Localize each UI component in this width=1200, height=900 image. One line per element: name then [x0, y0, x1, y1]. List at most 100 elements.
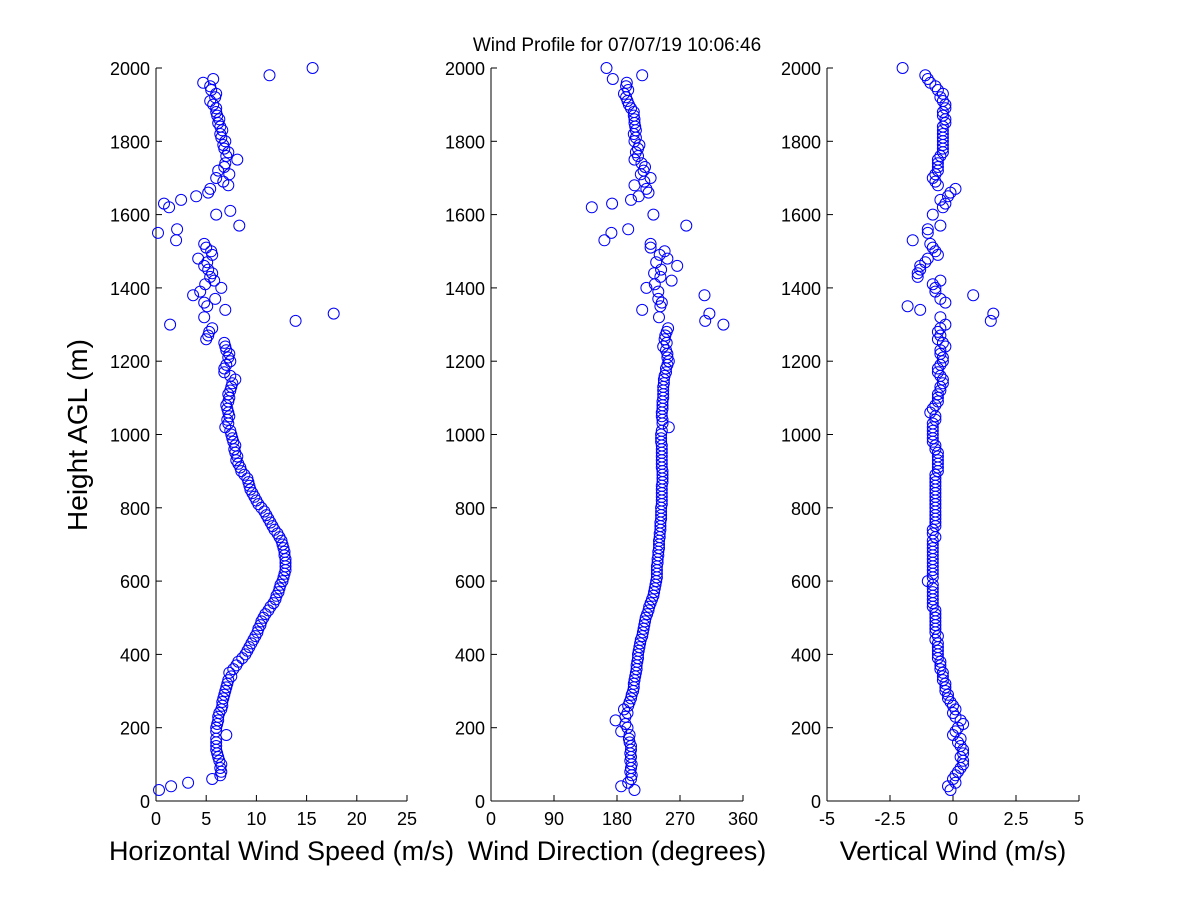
data-point: [936, 670, 949, 683]
data-point: [598, 234, 611, 247]
data-point: [226, 377, 239, 390]
data-point: [622, 223, 635, 236]
data-point: [987, 307, 1000, 320]
data-point: [942, 692, 954, 705]
data-point: [936, 95, 949, 107]
data-point: [628, 784, 641, 796]
data-point: [944, 696, 957, 708]
x-tick-label: 25: [397, 809, 417, 829]
data-point: [934, 329, 947, 342]
data-point: [218, 336, 231, 349]
y-tick-label: 2000: [110, 59, 150, 79]
data-point: [175, 193, 188, 206]
data-point: [921, 226, 934, 239]
data-point: [934, 274, 947, 287]
data-point: [210, 172, 223, 184]
data-point: [929, 608, 942, 621]
x-axis-label: Vertical Wind (m/s): [840, 836, 1067, 866]
data-point: [233, 219, 246, 232]
x-tick-label: 270: [665, 809, 695, 829]
data-point: [625, 692, 637, 705]
data-point: [949, 182, 962, 195]
data-point: [926, 586, 939, 599]
data-point: [207, 98, 220, 111]
figure-title: Wind Profile for 07/07/19 10:06:46: [473, 35, 761, 56]
y-tick-label: 400: [120, 645, 150, 665]
y-tick-label: 1800: [781, 132, 821, 152]
data-point: [606, 73, 619, 85]
data-point: [187, 289, 200, 302]
data-point: [605, 226, 618, 239]
data-point: [936, 201, 949, 214]
data-point: [929, 604, 942, 617]
data-point: [939, 117, 952, 129]
data-point: [936, 128, 949, 140]
y-tick-label: 800: [791, 499, 821, 519]
data-point: [703, 307, 716, 320]
panels: 0 5 10 15 20 25 0 200 400 600 800 1000 1200 1400 1600 1…: [109, 59, 1084, 866]
data-point: [660, 366, 672, 379]
data-point: [220, 358, 233, 371]
data-point: [219, 157, 232, 170]
data-point: [926, 278, 939, 291]
data-point: [931, 84, 944, 96]
data-point: [936, 355, 949, 368]
data-point: [934, 91, 947, 104]
data-point: [911, 267, 924, 280]
data-point: [263, 69, 276, 82]
y-tick-label: 800: [120, 499, 150, 519]
data-point: [926, 421, 939, 434]
data-point: [934, 663, 947, 676]
data-point: [640, 182, 653, 195]
y-tick-label: 1000: [110, 426, 150, 446]
data-point: [606, 197, 619, 210]
data-point: [658, 333, 671, 346]
y-tick-label: 200: [120, 719, 150, 739]
data-point: [921, 223, 934, 236]
data-point: [942, 190, 954, 203]
data-point: [921, 73, 934, 85]
data-point: [650, 256, 663, 269]
data-point: [936, 674, 949, 687]
data-point: [623, 736, 636, 749]
data-point: [638, 619, 651, 632]
data-point: [947, 707, 959, 719]
data-point: [931, 395, 944, 408]
data-point: [218, 366, 231, 379]
data-point: [954, 740, 967, 752]
data-point: [919, 256, 932, 269]
data-point: [957, 747, 970, 760]
data-point: [210, 208, 223, 221]
data-point: [662, 322, 675, 335]
data-point: [926, 424, 939, 437]
x-tick-label: -5: [819, 809, 835, 829]
x-tick-label: 90: [544, 809, 564, 829]
data-point: [202, 263, 215, 276]
x-tick-label: 5: [201, 809, 211, 829]
y-tick-label: 1200: [445, 352, 485, 372]
data-point: [652, 285, 665, 298]
data-point: [911, 270, 924, 283]
data-point: [939, 677, 952, 690]
data-point: [209, 292, 222, 305]
data-point: [306, 62, 319, 74]
data-point: [934, 193, 947, 206]
data-point: [934, 655, 947, 668]
data-point: [639, 615, 651, 628]
data-point: [192, 252, 205, 265]
x-tick-label: 5: [1074, 809, 1084, 829]
data-point: [949, 710, 962, 723]
y-tick-label: 1200: [110, 352, 150, 372]
data-point: [698, 289, 711, 302]
data-point: [206, 773, 219, 785]
data-point: [929, 468, 942, 481]
data-point: [934, 659, 947, 672]
y-tick-label: 600: [120, 572, 150, 592]
x-tick-label: 20: [347, 809, 367, 829]
data-point: [699, 314, 712, 327]
data-point: [929, 476, 942, 489]
data-point: [658, 245, 671, 258]
data-point: [635, 157, 648, 170]
data-point: [929, 439, 942, 452]
data-point: [198, 296, 211, 309]
